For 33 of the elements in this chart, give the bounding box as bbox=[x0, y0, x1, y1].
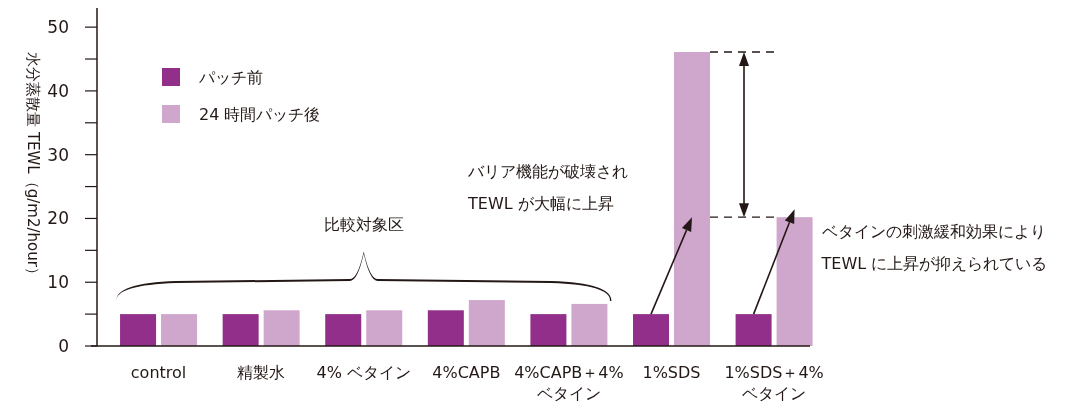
x-tick-label: 4%CAPB bbox=[432, 363, 501, 382]
y-tick-label: 50 bbox=[47, 17, 69, 38]
bar bbox=[161, 314, 198, 346]
bar bbox=[674, 52, 710, 346]
y-tick-label: 30 bbox=[47, 144, 69, 165]
text: ベタインの刺激緩和効果により TEWL に上昇が抑えられている bbox=[820, 222, 1048, 274]
y-tick-label: 40 bbox=[47, 80, 69, 101]
y-tick-label: 10 bbox=[47, 272, 69, 293]
bar bbox=[263, 310, 300, 346]
y-axis-title: 水分蒸散量 TEWL（g/m2/hour） bbox=[24, 52, 42, 282]
x-tick-label: control bbox=[130, 363, 187, 382]
x-tick-label: 1%SDS＋4% ベタイン bbox=[724, 363, 824, 403]
bar bbox=[735, 314, 772, 346]
bar bbox=[468, 300, 505, 346]
bar bbox=[222, 314, 259, 346]
annotation: 比較対象区 bbox=[323, 214, 404, 234]
x-tick-label: 1%SDS bbox=[642, 363, 701, 382]
x-tick-label: 精製水 bbox=[237, 363, 286, 382]
legend-label: パッチ前 bbox=[198, 68, 263, 87]
y-tick-label: 0 bbox=[58, 336, 69, 356]
bar bbox=[530, 314, 567, 346]
bar bbox=[633, 314, 669, 346]
y-tick-label: 20 bbox=[47, 208, 69, 229]
bar bbox=[325, 314, 362, 346]
bar bbox=[571, 303, 608, 346]
bar bbox=[120, 314, 157, 346]
bar bbox=[776, 217, 813, 346]
legend-label: 24 時間パッチ後 bbox=[199, 105, 321, 124]
x-tick-label: 4% ベタイン bbox=[316, 363, 411, 382]
annotation: バリア機能が破壊され TEWL が大幅に上昇 bbox=[467, 162, 628, 213]
x-tick-label: 4%CAPB＋4% ベタイン bbox=[514, 363, 624, 403]
bar bbox=[366, 310, 403, 346]
bar bbox=[427, 310, 464, 346]
